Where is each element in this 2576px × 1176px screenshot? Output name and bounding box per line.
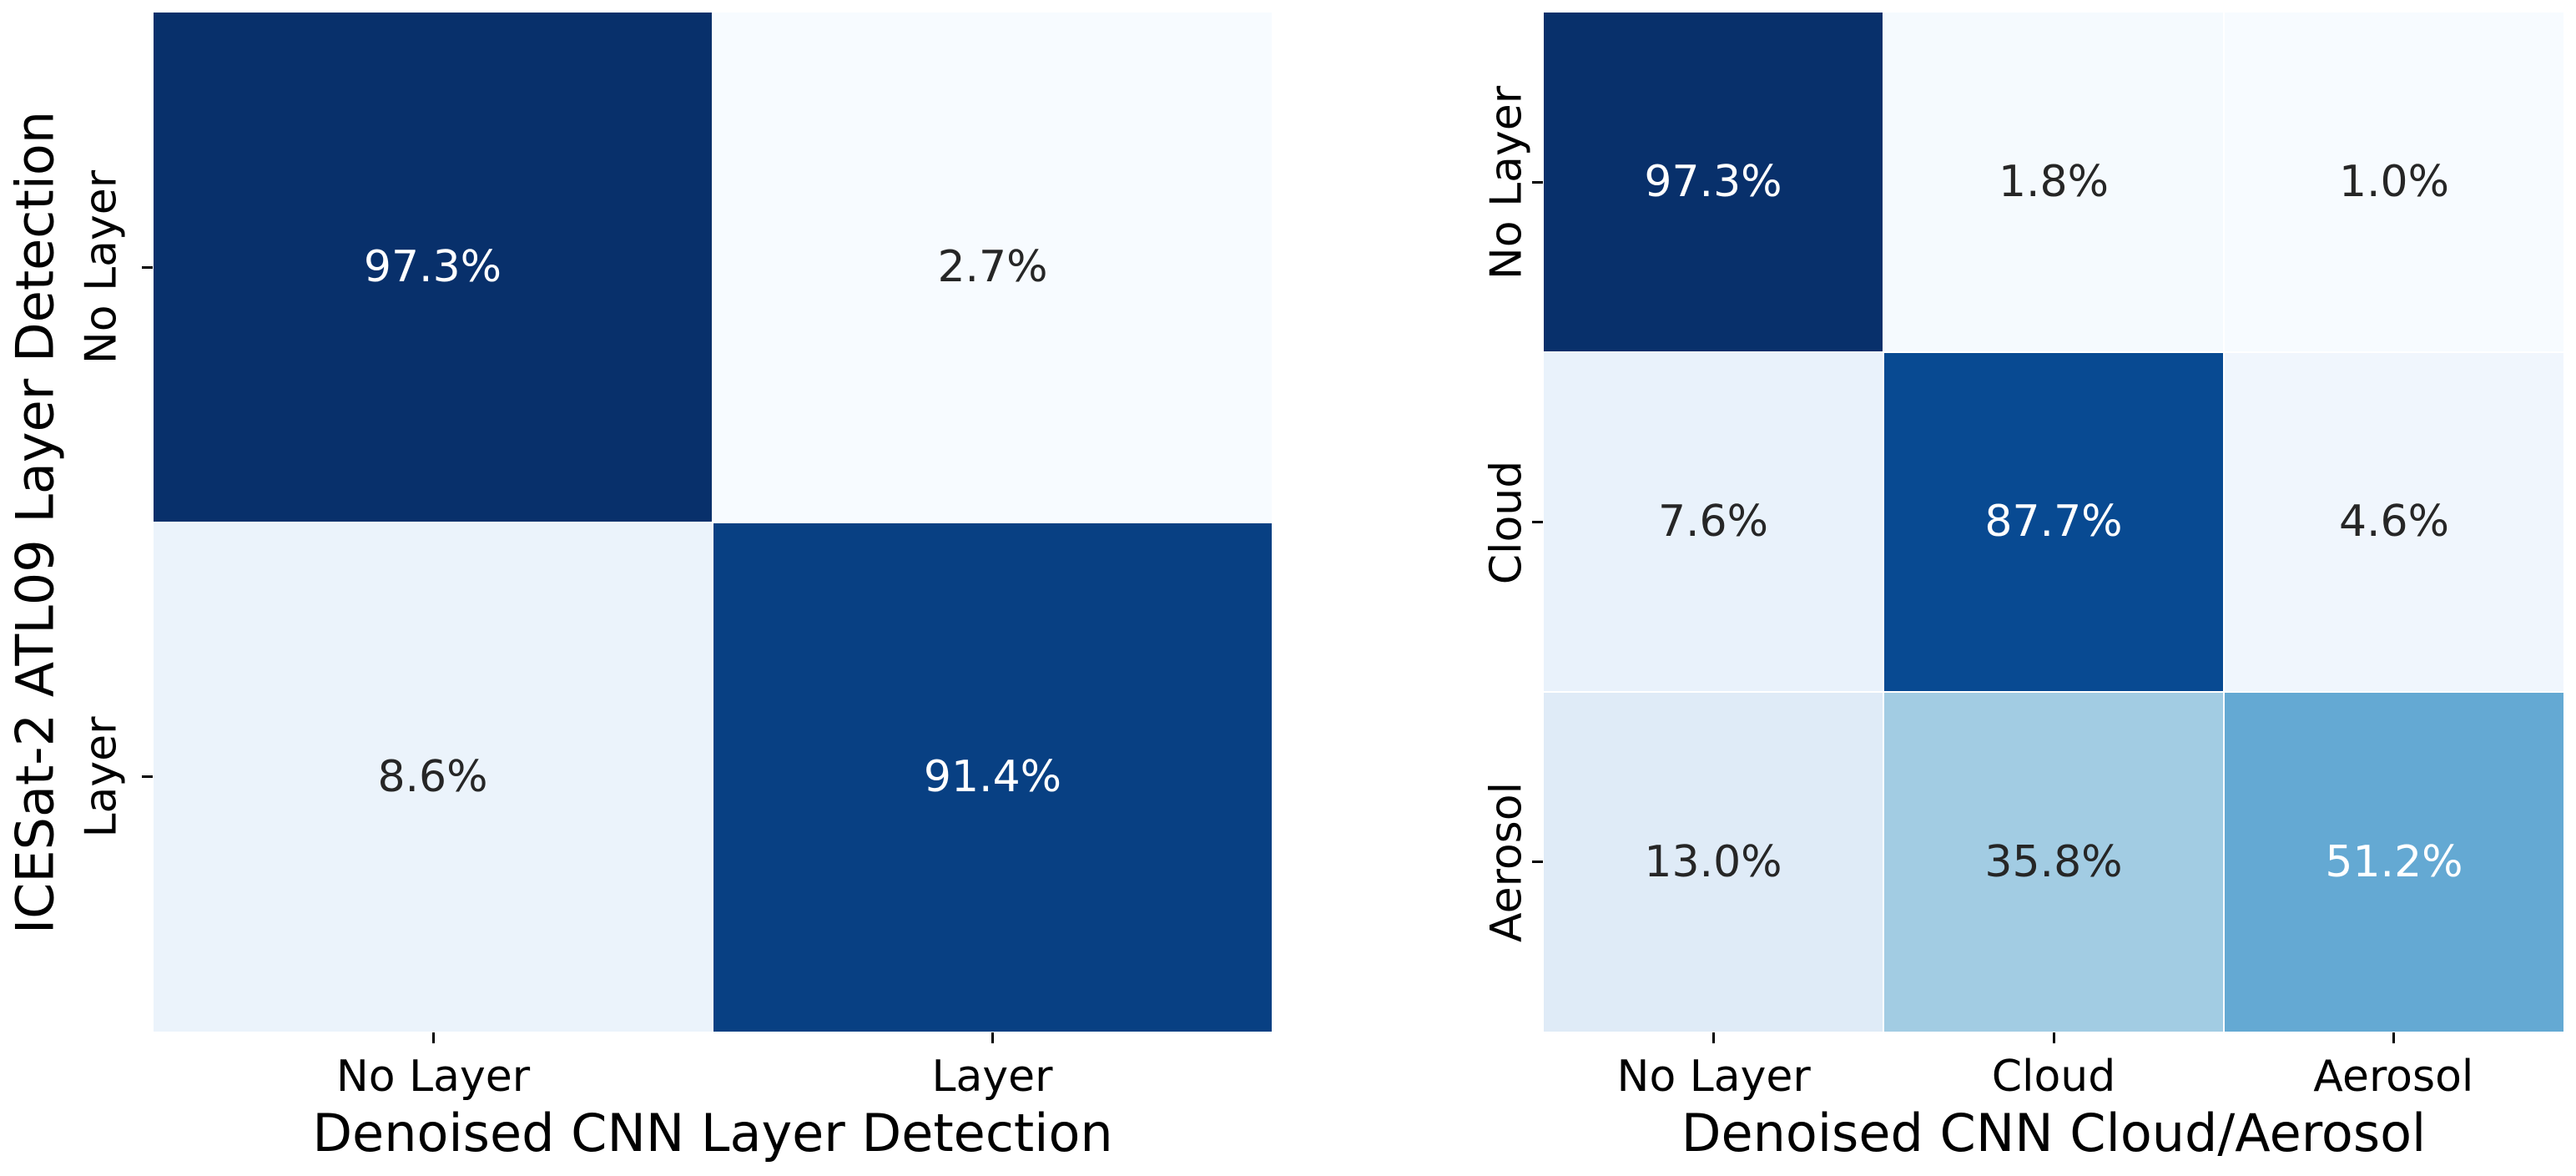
heatmap-cell-cloud-aerosol: 4.6% — [2225, 352, 2563, 692]
y-axis-tick — [142, 775, 153, 779]
cell-value-label: 8.6% — [377, 752, 488, 803]
x-tick-label-no-layer: No Layer — [1616, 1052, 1811, 1102]
y-tick-label-layer: Layer — [76, 716, 127, 838]
x-tick-label-aerosol: Aerosol — [2313, 1052, 2474, 1102]
y-tick-label-cloud: Cloud — [1481, 460, 1532, 584]
heatmap-cell-aerosol-cloud: 35.8% — [1884, 693, 2223, 1032]
y-tick-label-no-layer: No Layer — [1481, 85, 1532, 280]
x-tick-label-cloud: Cloud — [1991, 1052, 2116, 1102]
heatmap-grid-layer-detection: 97.3% 2.7% 8.6% 91.4% — [154, 13, 1272, 1032]
cell-value-label: 1.0% — [2338, 156, 2450, 207]
x-axis-title-layer-detection: Denoised CNN Layer Detection — [312, 1103, 1113, 1163]
heatmap-cell-cloud-no-layer: 7.6% — [1544, 352, 1883, 692]
cell-value-label: 35.8% — [1984, 837, 2123, 888]
cell-value-label: 13.0% — [1644, 837, 1782, 888]
y-tick-label-aerosol: Aerosol — [1481, 781, 1532, 942]
y-axis-tick — [1532, 521, 1543, 523]
cell-value-label: 97.3% — [363, 241, 502, 292]
heatmap-cell-cloud-cloud: 87.7% — [1884, 352, 2223, 692]
x-axis-tick — [1712, 1032, 1716, 1043]
x-axis-tick — [2392, 1032, 2395, 1043]
x-tick-label-layer: Layer — [931, 1052, 1053, 1102]
x-axis-title-cloud-aerosol: Denoised CNN Cloud/Aerosol — [1681, 1103, 2427, 1163]
cell-value-label: 51.2% — [2325, 837, 2463, 888]
heatmap-cell-layer-layer: 91.4% — [713, 522, 1272, 1032]
cell-value-label: 1.8% — [1998, 156, 2110, 207]
heatmap-cell-layer-no-layer: 8.6% — [154, 522, 712, 1032]
x-axis-tick — [431, 1032, 435, 1043]
y-axis-tick — [1532, 861, 1543, 863]
cell-value-label: 4.6% — [2338, 497, 2450, 548]
heatmap-cell-no-layer-no-layer: 97.3% — [154, 13, 712, 522]
heatmap-grid-cloud-aerosol: 97.3% 1.8% 1.0% 7.6% 87.7% 4.6% 13.0% 35.8% 51.2… — [1544, 13, 2563, 1032]
x-axis-tick — [991, 1032, 994, 1043]
heatmap-cell-no-layer-no-layer: 97.3% — [1544, 13, 1883, 351]
heatmap-cell-aerosol-aerosol: 51.2% — [2225, 693, 2563, 1032]
heatmap-cell-no-layer-aerosol: 1.0% — [2225, 13, 2563, 351]
y-axis-tick — [142, 265, 153, 269]
cell-value-label: 7.6% — [1657, 497, 1769, 548]
cell-value-label: 2.7% — [937, 241, 1048, 292]
cell-value-label: 87.7% — [1984, 497, 2123, 548]
heatmap-cell-aerosol-no-layer: 13.0% — [1544, 693, 1883, 1032]
heatmap-cell-no-layer-cloud: 1.8% — [1884, 13, 2223, 351]
y-axis-tick — [1532, 181, 1543, 184]
heatmap-cell-no-layer-layer: 2.7% — [713, 13, 1272, 522]
cell-value-label: 91.4% — [923, 752, 1062, 803]
x-tick-label-no-layer: No Layer — [335, 1052, 531, 1102]
cell-value-label: 97.3% — [1644, 156, 1782, 207]
y-tick-label-no-layer: No Layer — [76, 170, 127, 365]
x-axis-tick — [2052, 1032, 2055, 1043]
